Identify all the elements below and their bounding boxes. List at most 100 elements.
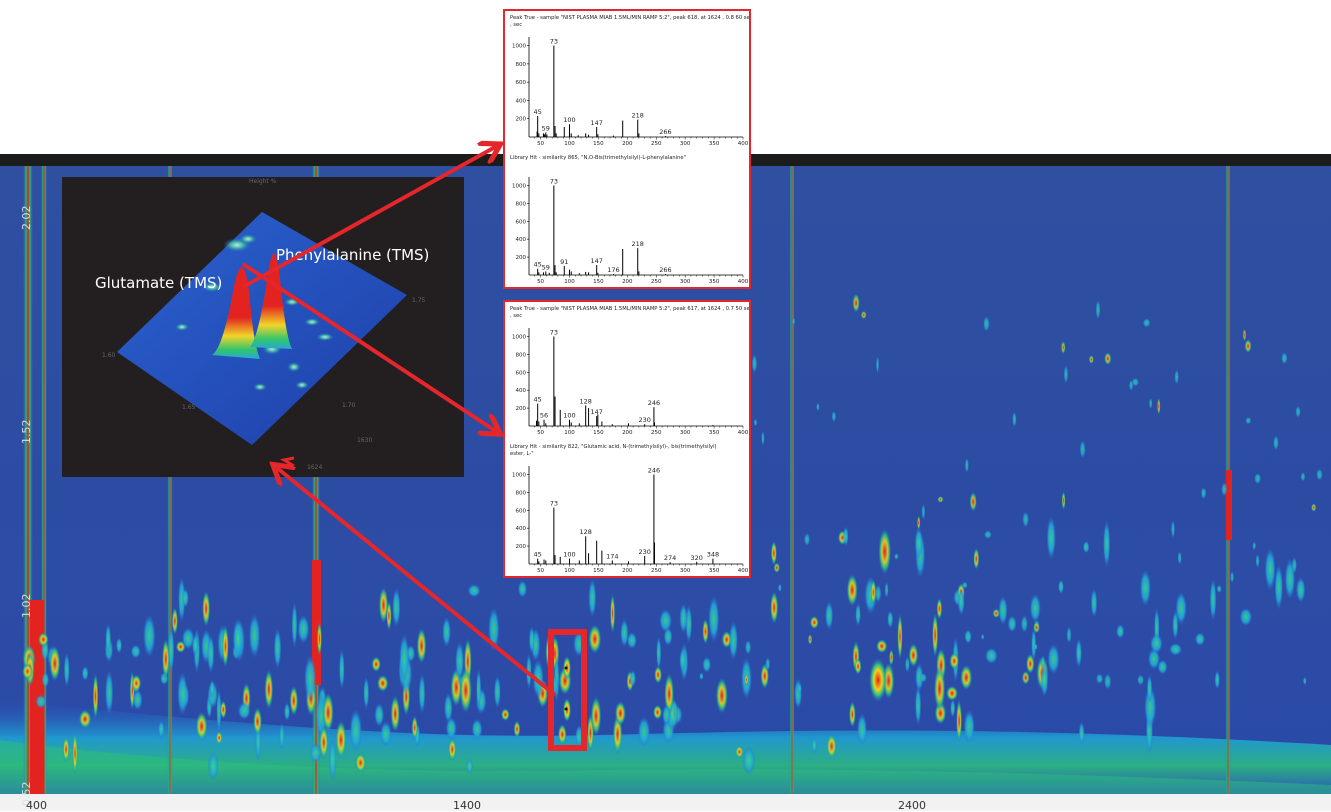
spectrum-title-line: Library Hit - similarity 822, "Glutamic … <box>510 444 717 450</box>
inset-3d-faint-label: 1624 <box>307 464 322 471</box>
contour-blob <box>1116 624 1125 639</box>
contour-blob <box>761 430 765 447</box>
y-tick-label: 400 <box>516 388 527 394</box>
contour-blob <box>222 624 229 668</box>
inset-3d-bump <box>316 333 334 341</box>
contour-blob <box>1029 593 1041 623</box>
contour-blob <box>659 608 673 633</box>
contour-blob <box>946 685 959 701</box>
peak-label: 246 <box>648 399 660 407</box>
contour-blob <box>936 598 943 620</box>
contour-blob <box>232 618 244 659</box>
y-axis-label-152: 1.52 <box>20 419 33 445</box>
peak-label: 73 <box>550 177 558 185</box>
contour-blob <box>37 632 49 647</box>
contour-blob <box>662 704 671 726</box>
contour-blob <box>620 618 629 648</box>
contour-blob <box>773 562 781 573</box>
contour-blob <box>1254 472 1262 485</box>
contour-blob <box>1148 397 1153 409</box>
contour-blob <box>443 692 453 724</box>
x-axis-label-2400: 2400 <box>898 799 926 812</box>
contour-blob <box>178 576 186 623</box>
contour-blob <box>963 709 975 744</box>
contour-blob <box>1022 511 1029 528</box>
contour-blob <box>679 648 686 673</box>
contour-blob <box>1172 610 1179 640</box>
contour-blob <box>363 676 370 710</box>
peak-label: 218 <box>632 112 644 120</box>
contour-blob <box>171 607 178 635</box>
contour-blob <box>876 639 888 654</box>
contour-blob <box>791 317 796 326</box>
y-tick-label: 800 <box>516 62 527 68</box>
contour-blob <box>264 669 274 710</box>
contour-blob <box>309 743 322 763</box>
contour-blob <box>653 704 663 720</box>
inset-3d-bump <box>239 234 257 244</box>
peak-label: 100 <box>563 551 575 559</box>
inset-3d-surface: Height % 1.75 1.60 1.65 1.70 1624 1630 <box>62 177 464 477</box>
peak-label: 246 <box>648 466 660 474</box>
contour-blob <box>1021 670 1030 685</box>
spectra-panel-glutamate: Peak True - sample "NIST PLASMA MIAB 1.5… <box>503 300 751 578</box>
y-tick-label: 1000 <box>512 472 526 478</box>
contour-blob <box>629 670 636 687</box>
spectrum-title: Library Hit - similarity 822, "Glutamic … <box>510 444 717 457</box>
contour-blob <box>1040 664 1049 698</box>
contour-blob <box>1075 638 1082 668</box>
x-tick-label: 350 <box>709 568 720 574</box>
contour-blob <box>1200 487 1207 500</box>
contour-blob <box>956 699 962 743</box>
contour-blob <box>411 715 418 740</box>
contour-blob <box>517 580 528 598</box>
contour-blob <box>1144 685 1157 729</box>
spectrum-chart-phenylalanine-library: Library Hit - similarity 865, "N,O-Bis(t… <box>510 155 749 285</box>
contour-blob <box>770 591 779 624</box>
contour-blob <box>803 532 811 547</box>
contour-blob <box>557 723 567 745</box>
contour-blob <box>216 688 222 733</box>
contour-blob <box>1137 674 1145 686</box>
x-tick-label: 350 <box>709 141 720 147</box>
contour-blob <box>876 355 880 374</box>
x-axis-label-400: 400 <box>26 799 47 812</box>
contour-blob <box>1061 491 1066 510</box>
y-tick-label: 600 <box>516 370 527 376</box>
peak-label: 128 <box>579 397 591 405</box>
peak-label: 320 <box>691 554 703 562</box>
contour-blob <box>467 584 481 598</box>
contour-blob <box>1139 569 1152 607</box>
inset-3d-bump <box>202 282 222 292</box>
inset-3d-faint-label: 1.65 <box>182 404 196 411</box>
contour-blob <box>614 701 626 726</box>
contour-peak-marker <box>564 666 568 670</box>
contour-blob <box>964 629 972 644</box>
contour-blob <box>824 601 834 631</box>
contour-blob <box>1146 674 1153 703</box>
contour-blob <box>297 614 310 644</box>
peak-label: 174 <box>606 552 618 560</box>
x-tick-label: 400 <box>738 430 749 436</box>
contour-blob <box>870 579 877 605</box>
contour-blob <box>826 733 837 760</box>
plot-axis-strip <box>0 794 1331 811</box>
contour-blob <box>62 735 70 763</box>
contour-blob <box>969 491 977 512</box>
contour-blob <box>1040 655 1046 671</box>
inset-3d-faint-label: 1.75 <box>412 297 426 304</box>
contour-blob <box>162 638 170 680</box>
y-tick-label: 600 <box>516 219 527 225</box>
contour-blob <box>513 720 521 738</box>
contour-blob <box>744 673 749 686</box>
contour-blob <box>778 583 782 592</box>
contour-blob <box>488 606 500 652</box>
spectrum-title-line: Peak True - sample "NIST PLASMA MIAB 1.5… <box>510 306 749 312</box>
peak-label: 348 <box>707 551 719 559</box>
peak-label: 128 <box>579 528 591 536</box>
x-tick-label: 300 <box>680 141 691 147</box>
contour-blob <box>809 615 819 629</box>
contour-blob <box>181 588 189 608</box>
contour-blob <box>588 624 602 654</box>
x-tick-label: 100 <box>564 568 575 574</box>
